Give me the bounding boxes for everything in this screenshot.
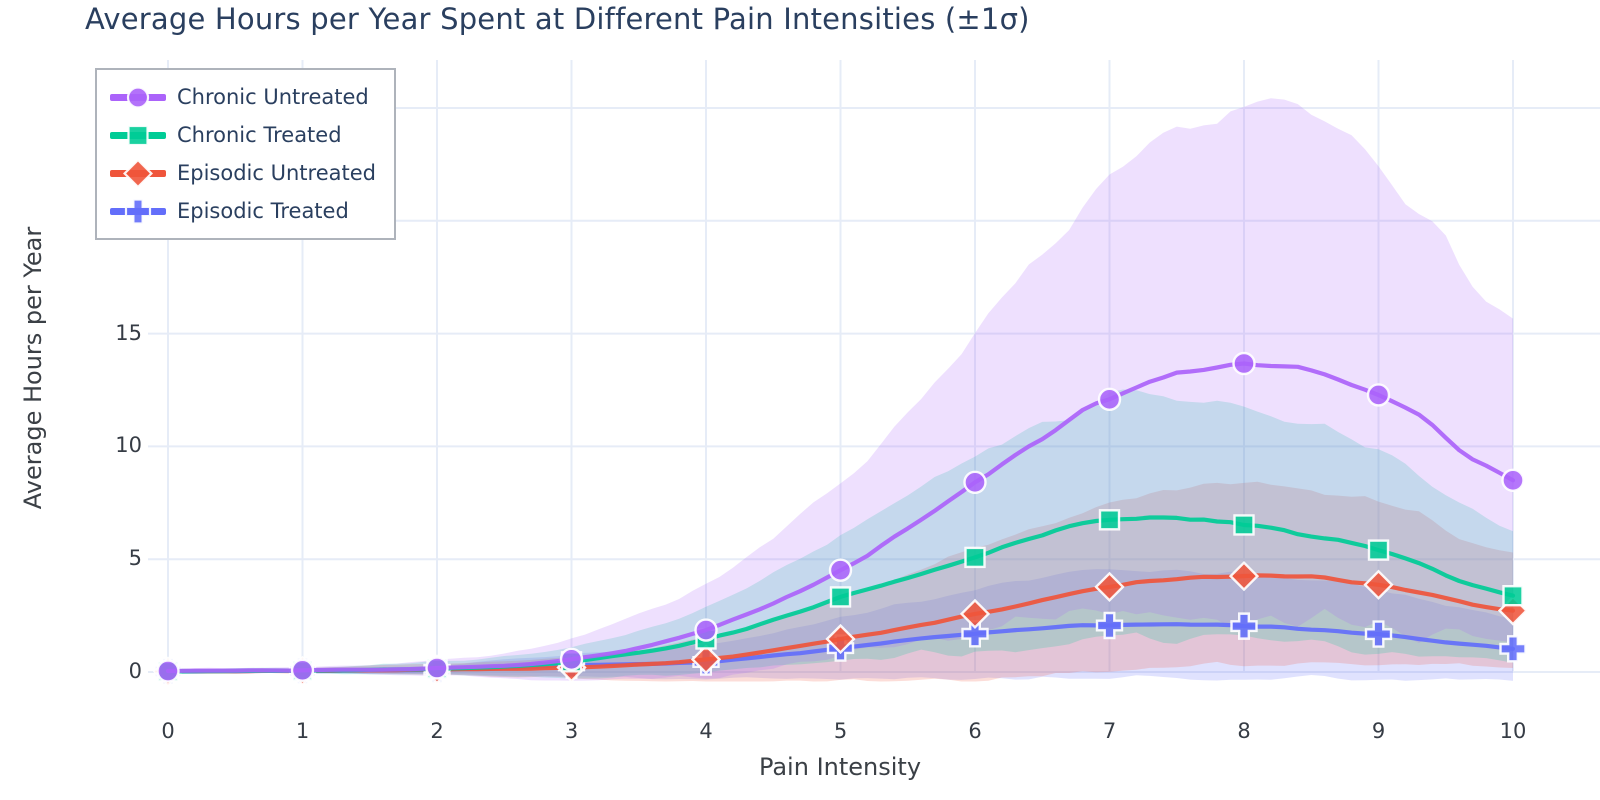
x-tick-label-5: 5 [833,719,848,743]
y-tick-label-0: 0 [128,659,142,683]
y-tick-label-5: 5 [128,546,142,571]
legend-item-episodic-untreated[interactable]: Episodic Untreated [109,156,376,190]
legend-item-label: Chronic Untreated [177,85,369,109]
x-tick-label-1: 1 [295,719,310,743]
band-chronic-treated [168,389,1513,679]
x-tick-label-0: 0 [161,719,175,743]
x-axis-title: Pain Intensity [758,753,922,781]
chart-title: Average Hours per Year Spent at Differen… [85,2,1030,36]
x-tick-label-3: 3 [564,719,579,743]
band-episodic-untreated [168,481,1513,682]
y-axis-title: Average Hours per Year [19,226,47,510]
legend-item-chronic-untreated[interactable]: Chronic Untreated [109,80,376,114]
series-chronic-untreated [156,351,1525,683]
x-tick-label-7: 7 [1102,719,1117,743]
diamond-marker-icon [110,158,166,189]
circle-marker-icon [110,86,166,109]
x-tick-label-2: 2 [430,719,444,743]
cross-marker-icon [110,198,166,225]
legend-item-episodic-treated[interactable]: Episodic Treated [109,194,376,228]
legend-item-chronic-treated[interactable]: Chronic Treated [109,118,376,152]
x-tick-label-10: 10 [1499,719,1527,743]
legend: Chronic Untreated Chronic Treated Episodic… [95,68,396,240]
x-tick-label-8: 8 [1237,719,1251,743]
legend-item-label: Episodic Untreated [177,161,376,185]
legend-item-label: Chronic Treated [177,123,342,147]
x-tick-label-9: 9 [1371,719,1386,743]
y-tick-label-10: 10 [115,433,142,458]
x-tick-label-6: 6 [968,719,982,743]
series-lines [152,351,1529,687]
band-chronic-untreated [168,98,1513,681]
square-marker-icon [110,124,166,147]
legend-item-label: Episodic Treated [177,199,349,223]
y-tick-label-15: 15 [115,320,142,345]
x-tick-label-4: 4 [699,719,713,743]
